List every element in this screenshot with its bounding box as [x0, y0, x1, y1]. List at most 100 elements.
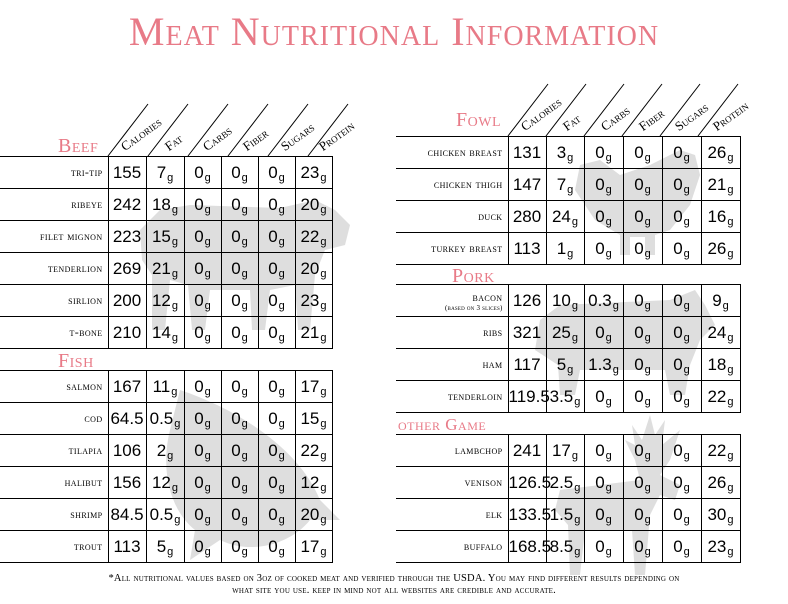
cell-value: 0 — [194, 408, 204, 428]
cell-unit: g — [171, 235, 179, 248]
cell-unit: g — [571, 449, 579, 462]
cell-fat: 24g — [545, 200, 585, 233]
row-name-label: chicken thigh — [433, 177, 503, 191]
cell-value: 131 — [512, 142, 542, 162]
cell-calories: 113 — [107, 530, 147, 563]
cell-value: 0 — [673, 536, 683, 556]
cell-value: 0 — [634, 472, 644, 492]
cell-value: 0 — [268, 440, 278, 460]
other-game-section-title: other Game — [398, 415, 487, 434]
cell-value: 1.3 — [588, 354, 612, 374]
cell-protein: 12g — [294, 466, 333, 499]
cell-fat: 0.5g — [145, 402, 185, 435]
cell-sugars: 0g — [661, 200, 702, 233]
cell-fiber: 0g — [220, 284, 259, 317]
cell-value: 0 — [673, 174, 683, 194]
cell-unit: g — [683, 299, 690, 312]
cell-value: 1 — [556, 238, 567, 258]
table-row: trout 113 5g 0g 0g 0g 17g — [0, 530, 333, 563]
row-name-label: ham — [482, 357, 503, 371]
cell-unit: g — [241, 299, 248, 312]
cell-unit: g — [605, 183, 612, 196]
cell-value: 0 — [231, 226, 241, 246]
cell-unit: g — [241, 331, 248, 344]
row-name-label: venison — [464, 475, 503, 489]
cell-unit: g — [683, 183, 690, 196]
cell-unit: g — [683, 513, 690, 526]
cell-value: 12 — [151, 472, 171, 492]
cell-value: 20 — [300, 194, 320, 214]
cell-protein: 30g — [700, 498, 741, 531]
cell-carbs: 0.3g — [583, 284, 624, 317]
cell-sugars: 0g — [257, 156, 296, 189]
cell-carbs: 0g — [183, 434, 222, 467]
cell-unit: g — [278, 481, 285, 494]
row-name: chicken breast — [396, 136, 509, 169]
cell-unit: g — [320, 417, 327, 430]
cell-sugars: 0g — [661, 348, 702, 381]
cell-value: 119.5 — [508, 386, 550, 406]
cell-value: 22 — [707, 386, 727, 406]
cell-unit: g — [320, 331, 327, 344]
cell-unit: g — [204, 235, 211, 248]
cell-sugars: 0g — [661, 136, 702, 169]
cell-unit: g — [644, 331, 651, 344]
cell-value: 117 — [513, 354, 541, 374]
cell-unit: g — [171, 267, 179, 280]
row-name: duck — [396, 200, 509, 233]
cell-fat: 25g — [545, 316, 585, 349]
cell-value: 0 — [231, 408, 241, 428]
row-name-label: tri-tip — [70, 165, 103, 179]
cell-value: 0 — [231, 290, 241, 310]
table-row: halibut 156 12g 0g 0g 0g 12g — [0, 466, 333, 499]
row-name-note: (based on 3 slices) — [445, 303, 503, 312]
cell-value: 0.5 — [149, 408, 174, 428]
cell-unit: g — [278, 267, 285, 280]
cell-value: 0 — [595, 536, 605, 556]
cell-fat: 5g — [545, 348, 585, 381]
cell-value: 0 — [231, 194, 241, 214]
cell-protein: 20g — [294, 498, 333, 531]
row-name-label: tilapia — [68, 443, 103, 457]
cell-fiber: 0g — [622, 168, 663, 201]
cell-unit: g — [204, 385, 211, 398]
cell-unit: g — [278, 545, 285, 558]
cell-value: 0 — [634, 290, 644, 310]
cell-fat: 11g — [145, 370, 185, 403]
row-name: ribs — [396, 316, 509, 349]
cell-value: 0 — [268, 504, 278, 524]
cell-unit: g — [644, 545, 651, 558]
cell-fiber: 0g — [622, 466, 663, 499]
cell-fat: 12g — [145, 284, 185, 317]
row-name: elk — [396, 498, 509, 531]
row-name: filet mignon — [0, 220, 109, 253]
cell-value: 84.5 — [110, 504, 144, 524]
table-row: venison 126.5 2.5g 0g 0g 0g 26g — [396, 466, 741, 499]
cell-unit: g — [241, 481, 248, 494]
cell-unit: g — [727, 331, 734, 344]
cell-unit: g — [204, 513, 211, 526]
cell-value: 0 — [595, 504, 605, 524]
cell-value: 0 — [231, 162, 241, 182]
cell-value: 0 — [634, 322, 644, 342]
cell-carbs: 0g — [183, 530, 222, 563]
cell-value: 8.5 — [549, 536, 574, 556]
cell-fiber: 0g — [220, 316, 259, 349]
cell-unit: g — [727, 183, 734, 196]
cell-value: 12 — [151, 290, 171, 310]
cell-value: 7 — [156, 162, 167, 182]
cell-fat: 0.5g — [145, 498, 185, 531]
cell-fat: 3g — [545, 136, 585, 169]
footnote: *All nutritional values based on 3oz of … — [0, 573, 788, 597]
cell-value: 0 — [268, 322, 278, 342]
cell-value: 321 — [512, 322, 542, 342]
cell-sugars: 0g — [661, 530, 702, 563]
cell-value: 26 — [707, 238, 727, 258]
cell-value: 0 — [634, 536, 644, 556]
cell-carbs: 0g — [183, 316, 222, 349]
cell-unit: g — [683, 215, 690, 228]
cell-fiber: 0g — [622, 348, 663, 381]
table-row: chicken breast 131 3g 0g 0g 0g 26g — [396, 136, 741, 169]
cell-sugars: 0g — [661, 316, 702, 349]
cell-fiber: 0g — [622, 316, 663, 349]
